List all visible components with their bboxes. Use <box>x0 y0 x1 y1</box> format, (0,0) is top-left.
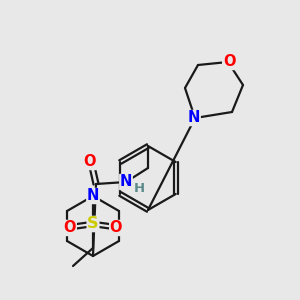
Text: S: S <box>87 217 99 232</box>
Text: O: O <box>64 220 76 236</box>
Text: O: O <box>223 55 235 70</box>
Text: O: O <box>84 154 96 169</box>
Text: N: N <box>188 110 200 125</box>
Text: N: N <box>120 175 132 190</box>
Text: O: O <box>110 220 122 236</box>
Text: H: H <box>134 182 145 194</box>
Text: N: N <box>87 188 99 203</box>
